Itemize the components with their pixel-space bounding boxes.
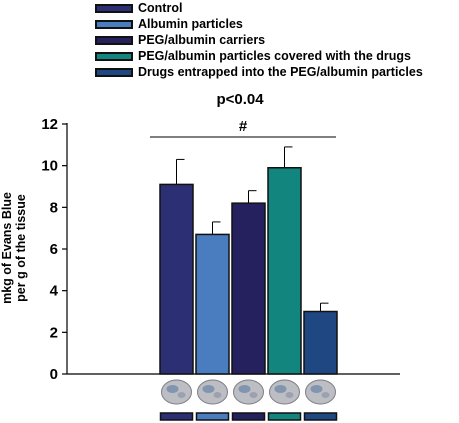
y-tick-label: 4 [50, 283, 59, 300]
y-tick-label: 0 [50, 366, 58, 383]
sample-color-key [267, 412, 302, 421]
legend-label: PEG/albumin particles covered with the d… [138, 49, 411, 63]
legend-label: Control [138, 1, 183, 15]
tissue-stain-spot [213, 392, 222, 398]
y-tick-label: 10 [41, 158, 58, 175]
legend-item: PEG/albumin particles covered with the d… [95, 48, 459, 64]
legend-swatch [95, 19, 133, 29]
legend-swatch [95, 3, 133, 13]
legend-item: Drugs entrapped into the PEG/albumin par… [95, 64, 459, 80]
bar [231, 202, 266, 375]
tissue-sample-image [233, 379, 264, 405]
legend-swatch [95, 51, 133, 61]
bar [303, 310, 338, 375]
tissue-stain-spot [177, 392, 186, 398]
bar [195, 233, 230, 375]
tissue-sample-image [305, 379, 336, 405]
significance-marker: # [239, 118, 248, 135]
legend-label: Drugs entrapped into the PEG/albumin par… [138, 65, 423, 79]
legend-label: Albumin particles [138, 17, 243, 31]
sample-color-key [159, 412, 194, 421]
legend-item: PEG/albumin carriers [95, 32, 459, 48]
tissue-stain-spot [166, 385, 179, 393]
tissue-stain-spot [274, 385, 287, 393]
y-tick-label: 12 [41, 116, 58, 133]
bar [159, 183, 194, 375]
sample-color-key [303, 412, 338, 421]
legend-item: Albumin particles [95, 16, 459, 32]
tissue-sample-image [269, 379, 300, 405]
y-tick-label: 2 [50, 324, 58, 341]
bar [267, 167, 302, 375]
p-value-label: p<0.04 [216, 91, 264, 108]
sample-color-key [195, 412, 230, 421]
tissue-stain-spot [202, 385, 215, 393]
tissue-stain-spot [310, 385, 323, 393]
sample-color-key [231, 412, 266, 421]
tissue-stain-spot [249, 392, 258, 398]
legend-label: PEG/albumin carriers [138, 33, 266, 47]
tissue-sample-image [161, 379, 192, 405]
tissue-stain-spot [285, 392, 294, 398]
legend-swatch [95, 35, 133, 45]
legend-item: Control [95, 0, 459, 16]
legend: Control Albumin particles PEG/albumin ca… [95, 0, 459, 80]
tissue-sample-image [197, 379, 228, 405]
y-tick-label: 6 [50, 241, 58, 258]
tissue-stain-spot [238, 385, 251, 393]
tissue-stain-spot [321, 392, 330, 398]
y-tick-label: 8 [50, 199, 58, 216]
legend-swatch [95, 67, 133, 77]
